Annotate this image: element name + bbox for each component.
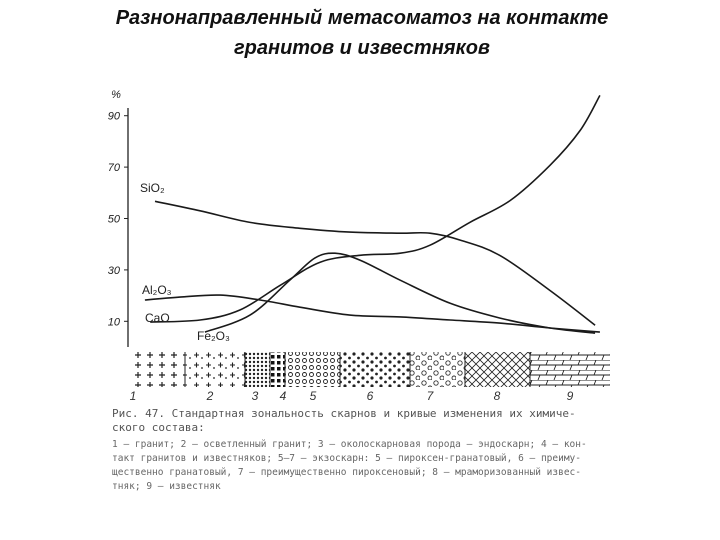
zone-label: 7 — [427, 389, 435, 403]
zone-fill — [285, 352, 340, 387]
series-label: Fe₂O₃ — [197, 329, 230, 343]
zone-label: 6 — [367, 389, 374, 403]
plot: % 10 30 50 70 90 SiO₂ Al₂O₃ CaO Fe₂O₃ — [108, 89, 601, 347]
zone-strip — [130, 352, 610, 387]
zone-fill — [410, 352, 465, 387]
y-tick-label: 50 — [108, 214, 121, 226]
zone-label: 5 — [310, 389, 317, 403]
zone-label: 9 — [567, 389, 574, 403]
title-line: Разнонаправленный метасоматоз на контакт… — [116, 7, 609, 29]
series-line — [150, 95, 601, 323]
zone-label: 8 — [494, 389, 501, 403]
zone-divider — [184, 352, 531, 387]
zone-fill — [340, 352, 410, 387]
caption-line: ского состава: — [112, 421, 205, 434]
zone-fill — [130, 352, 185, 387]
zone-label: 1 — [130, 389, 137, 403]
y-axis-label: % — [111, 89, 121, 101]
zone-fill — [465, 352, 530, 387]
y-tick-label: 10 — [108, 316, 121, 328]
series-label: Al₂O₃ — [142, 283, 172, 297]
zone-label: 2 — [206, 389, 214, 403]
zone-fill — [245, 352, 270, 387]
caption-line: 1 — гранит; 2 — осветленный гранит; 3 — … — [112, 439, 587, 450]
series-label: SiO₂ — [140, 181, 165, 195]
y-tick-label: 30 — [108, 265, 121, 277]
series-line — [154, 200, 596, 326]
zone-label: 3 — [252, 389, 259, 403]
caption-line: тняк; 9 — известняк — [112, 481, 221, 492]
series-label: CaO — [145, 311, 170, 325]
y-tick-label: 70 — [108, 162, 121, 174]
series-line — [144, 294, 600, 333]
caption-line: Рис. 47. Стандартная зональность скарнов… — [112, 407, 576, 420]
series-line — [204, 252, 596, 334]
title-line: гранитов и известняков — [234, 37, 490, 59]
zone-fill — [270, 352, 285, 387]
zone-fill — [185, 352, 245, 387]
y-tick-label: 90 — [108, 111, 121, 123]
caption-line: такт гранитов и известняков; 5—7 — экзос… — [112, 453, 581, 464]
caption-line: щественно гранатовый, 7 — преимущественн… — [112, 467, 581, 478]
zone-fill — [530, 352, 610, 387]
zone-label: 4 — [280, 389, 287, 403]
